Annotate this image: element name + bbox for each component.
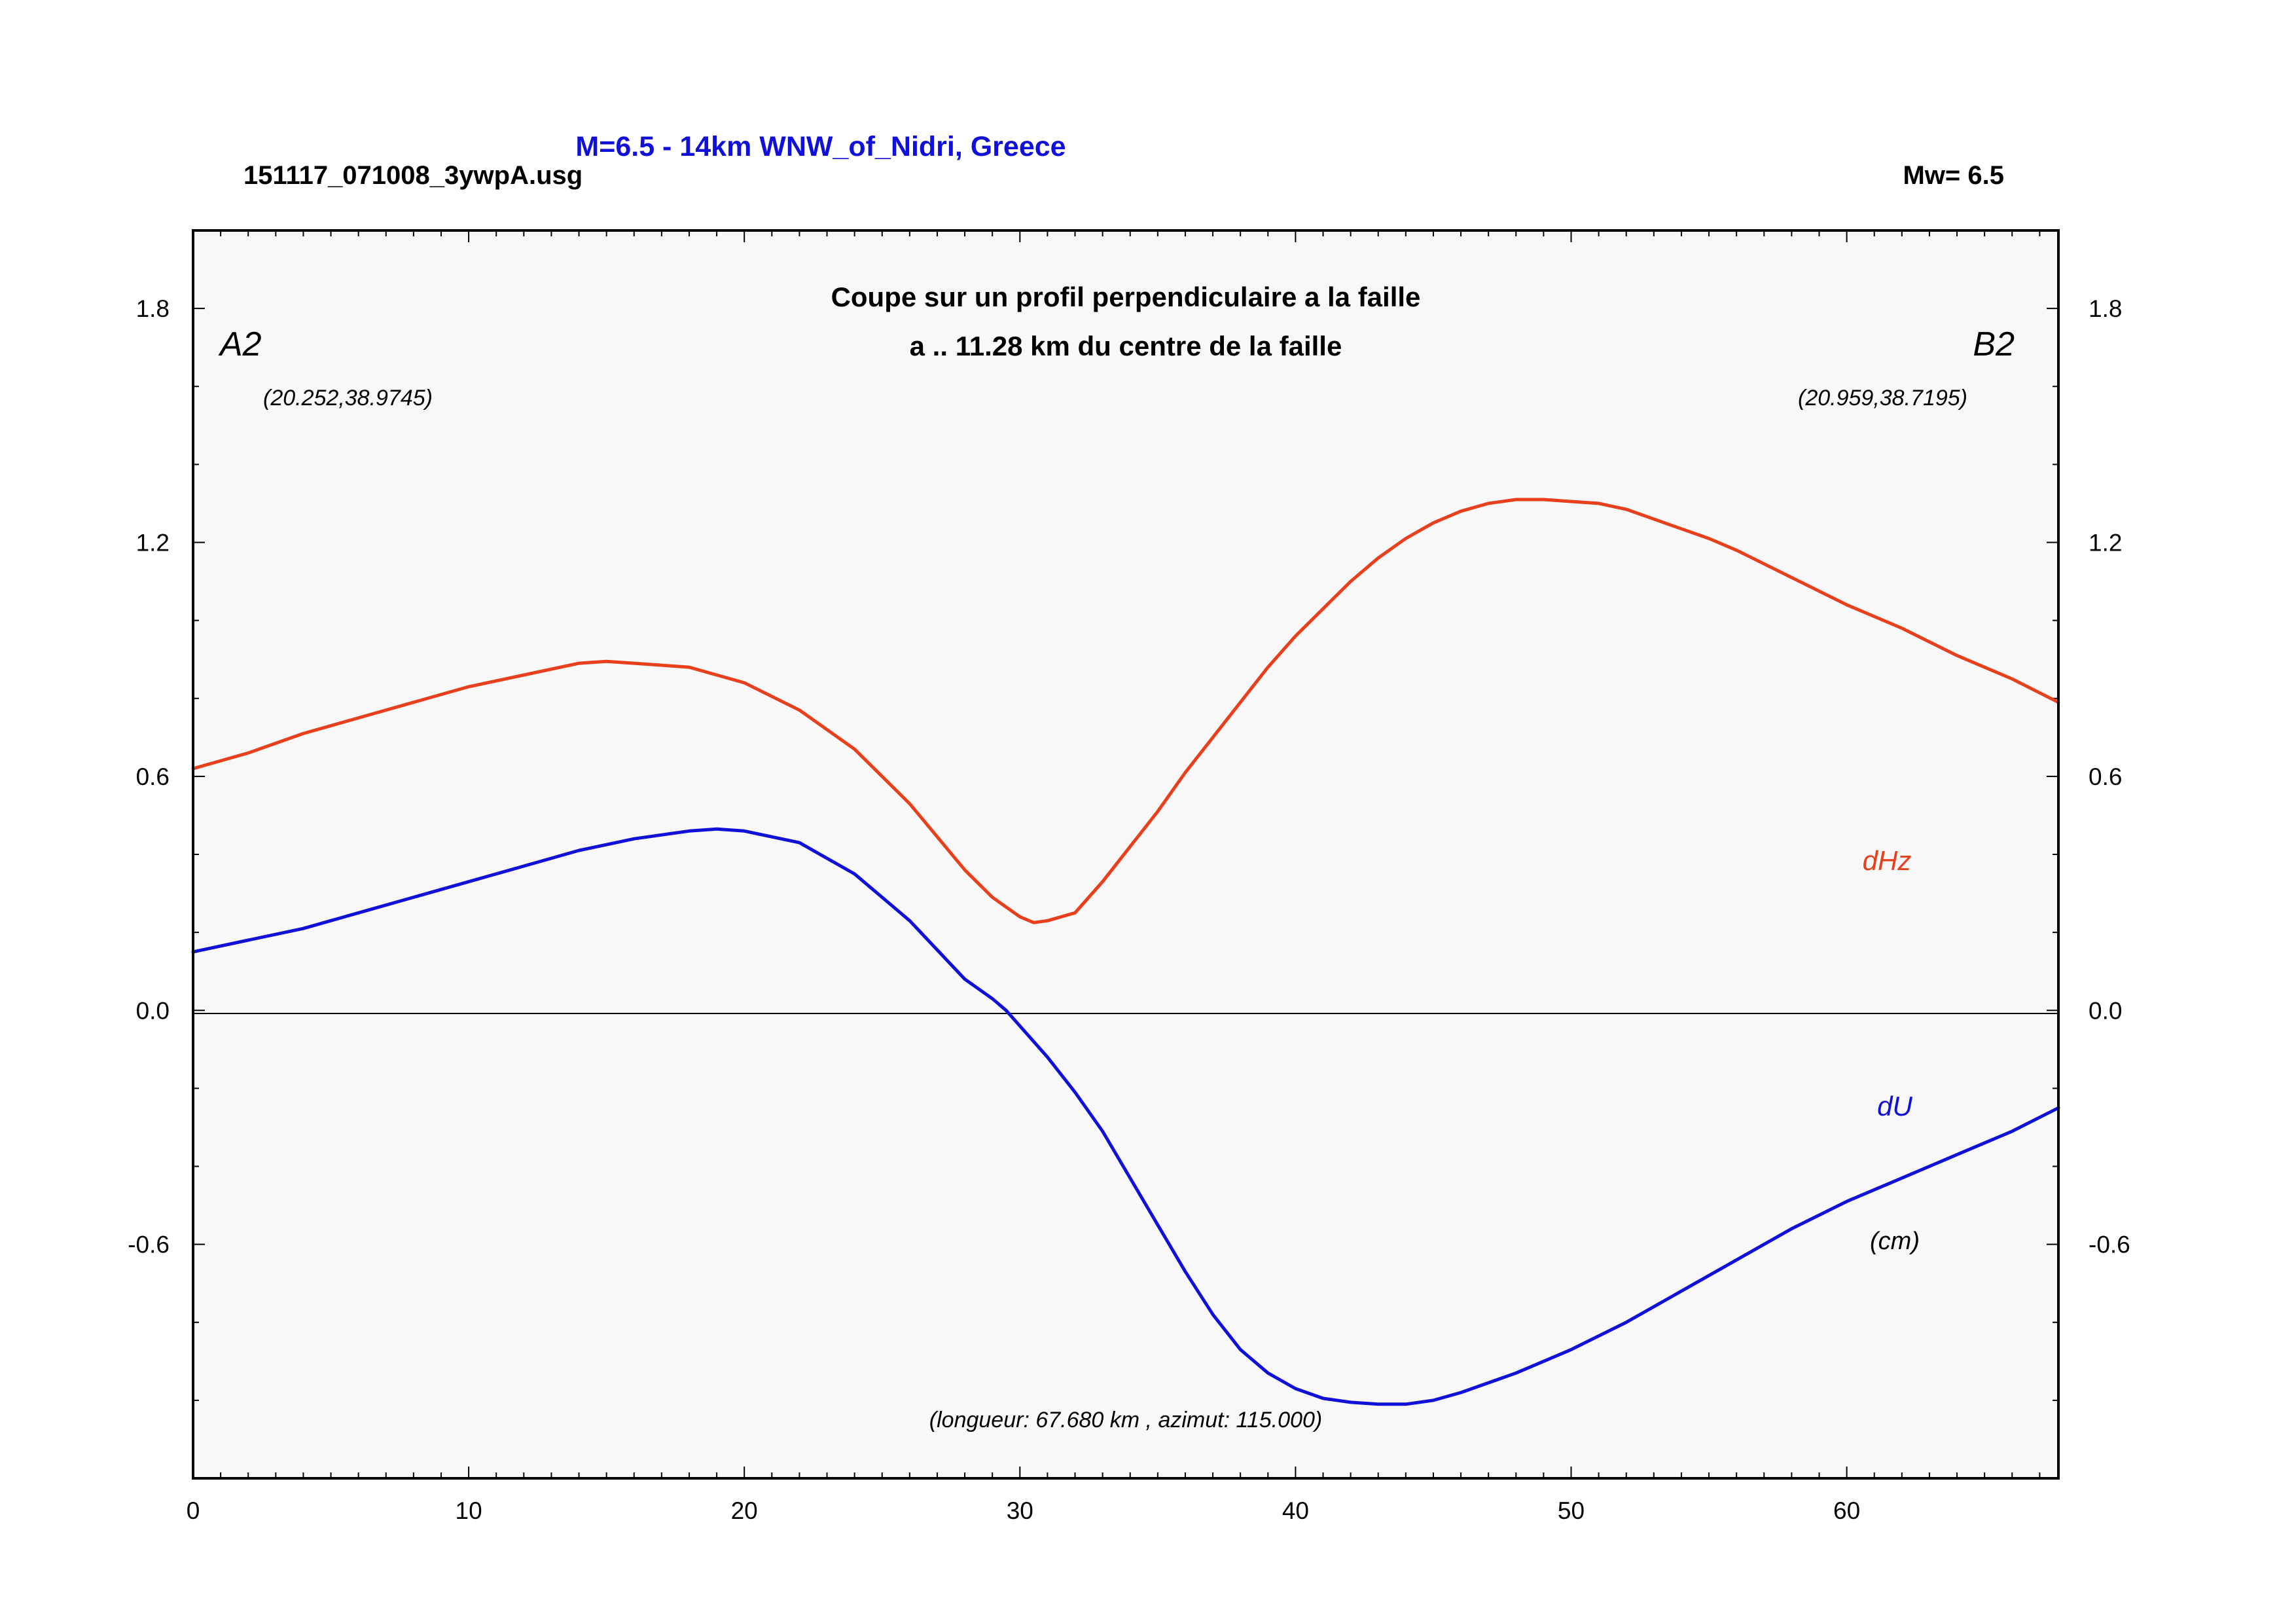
x-tick-label: 60: [1833, 1497, 1860, 1524]
x-tick-label: 30: [1007, 1497, 1033, 1524]
series-line-dhz: [191, 498, 2060, 924]
profile-subtitle-line1: Coupe sur un profil perpendiculaire a la…: [831, 282, 1421, 312]
x-tick-label: 40: [1282, 1497, 1309, 1524]
end-coords-label: (20.959,38.7195): [1798, 386, 1967, 410]
x-tick-label: 0: [187, 1497, 200, 1524]
profile-subtitle-line2: a .. 11.28 km du centre de la faille: [910, 331, 1342, 361]
series-layer: [191, 498, 2060, 1406]
plot-frame: [192, 229, 2060, 1480]
unit-label: (cm): [1870, 1228, 1920, 1255]
x-tick-label: 10: [456, 1497, 482, 1524]
y-tick-label-left: 1.2: [136, 530, 170, 556]
start-point-label: A2: [218, 325, 262, 363]
x-tick-label: 20: [731, 1497, 758, 1524]
filename-label: 151117_071008_3ywpA.usg: [243, 161, 583, 190]
y-tick-label-right: -0.6: [2089, 1231, 2130, 1258]
magnitude-label: Mw= 6.5: [1903, 161, 2004, 190]
x-tick-label: 50: [1558, 1497, 1585, 1524]
y-tick-label-right: 1.8: [2089, 295, 2122, 322]
y-tick-label-right: 0.6: [2089, 763, 2122, 790]
series-line-du: [191, 827, 2060, 1406]
end-point-label: B2: [1973, 325, 2015, 363]
y-tick-label-left: 1.8: [136, 295, 170, 322]
y-tick-label-left: 0.6: [136, 763, 170, 790]
y-tick-label-right: 1.2: [2089, 530, 2122, 556]
series-label-dhz: dHz: [1863, 845, 1912, 876]
y-tick-label-left: -0.6: [128, 1231, 170, 1258]
chart-title: M=6.5 - 14km WNW_of_Nidri, Greece: [575, 131, 1066, 162]
profile-footer: (longueur: 67.680 km , azimut: 115.000): [929, 1408, 1322, 1432]
y-tick-label-left: 0.0: [136, 997, 170, 1024]
y-tick-label-right: 0.0: [2089, 997, 2122, 1024]
start-coords-label: (20.252,38.9745): [263, 386, 433, 410]
series-label-du: dU: [1877, 1091, 1912, 1122]
